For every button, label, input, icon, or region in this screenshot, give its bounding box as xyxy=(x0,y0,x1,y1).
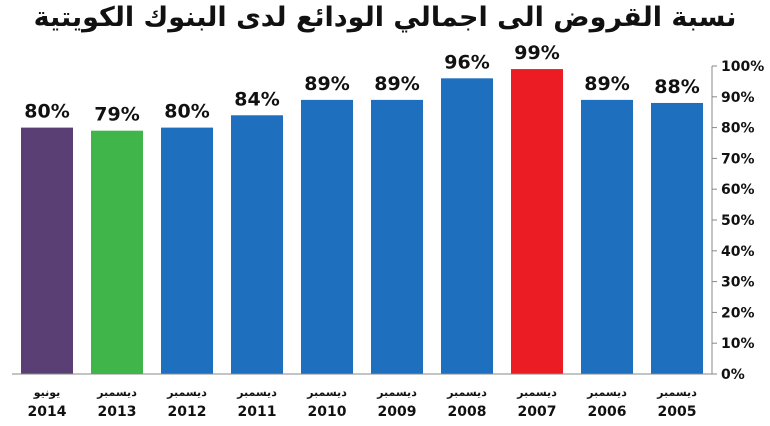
category-year-label: 2007 xyxy=(518,404,557,420)
bar-value-label: 89% xyxy=(304,73,349,95)
bar xyxy=(231,115,283,374)
y-tick-label: 20% xyxy=(721,305,755,321)
bar xyxy=(371,99,423,374)
bar xyxy=(441,78,493,374)
bar xyxy=(91,130,143,374)
bar-value-label: 80% xyxy=(24,101,69,123)
y-tick-label: 100% xyxy=(721,59,764,75)
bar-value-label: 89% xyxy=(584,73,629,95)
category-month-label: ديسمبر xyxy=(656,386,697,399)
category-year-label: 2009 xyxy=(378,404,417,420)
category-year-label: 2005 xyxy=(658,404,697,420)
category-year-label: 2011 xyxy=(238,404,277,420)
bar xyxy=(161,127,213,374)
bar xyxy=(511,69,563,374)
category-month-label: ديسمبر xyxy=(376,386,417,399)
bar-value-label: 88% xyxy=(654,76,699,98)
category-month-label: ديسمبر xyxy=(306,386,347,399)
bar xyxy=(651,102,703,375)
chart-title: نسبة القروض الى اجمالي الودائع لدى البنو… xyxy=(33,2,737,33)
y-tick-label: 80% xyxy=(721,121,755,137)
bar xyxy=(581,99,633,374)
category-month-label: ديسمبر xyxy=(586,386,627,399)
bar-value-label: 96% xyxy=(444,51,489,73)
category-year-label: 2010 xyxy=(308,404,347,420)
y-tick-label: 30% xyxy=(721,275,755,291)
category-month-label: يونيو xyxy=(33,386,61,399)
category-year-label: 2013 xyxy=(98,404,137,420)
category-year-label: 2014 xyxy=(28,404,67,420)
bar-value-label: 79% xyxy=(94,104,139,126)
category-month-label: ديسمبر xyxy=(516,386,557,399)
y-tick-label: 40% xyxy=(721,244,755,260)
y-tick-label: 70% xyxy=(721,151,755,167)
category-month-label: ديسمبر xyxy=(96,386,137,399)
category-year-label: 2006 xyxy=(588,404,627,420)
y-tick-label: 50% xyxy=(721,213,755,229)
category-year-label: 2012 xyxy=(168,404,207,420)
category-year-label: 2008 xyxy=(448,404,487,420)
y-tick-label: 60% xyxy=(721,182,755,198)
y-tick-label: 0% xyxy=(721,367,745,383)
category-month-label: ديسمبر xyxy=(236,386,277,399)
category-month-label: ديسمبر xyxy=(166,386,207,399)
bar xyxy=(21,127,73,374)
bar-value-label: 84% xyxy=(234,88,279,110)
bar-value-label: 99% xyxy=(514,42,559,64)
bar xyxy=(301,99,353,374)
y-tick-label: 90% xyxy=(721,90,755,106)
bar-value-label: 89% xyxy=(374,73,419,95)
y-tick-label: 10% xyxy=(721,336,755,352)
category-month-label: ديسمبر xyxy=(446,386,487,399)
bar-value-label: 80% xyxy=(164,101,209,123)
